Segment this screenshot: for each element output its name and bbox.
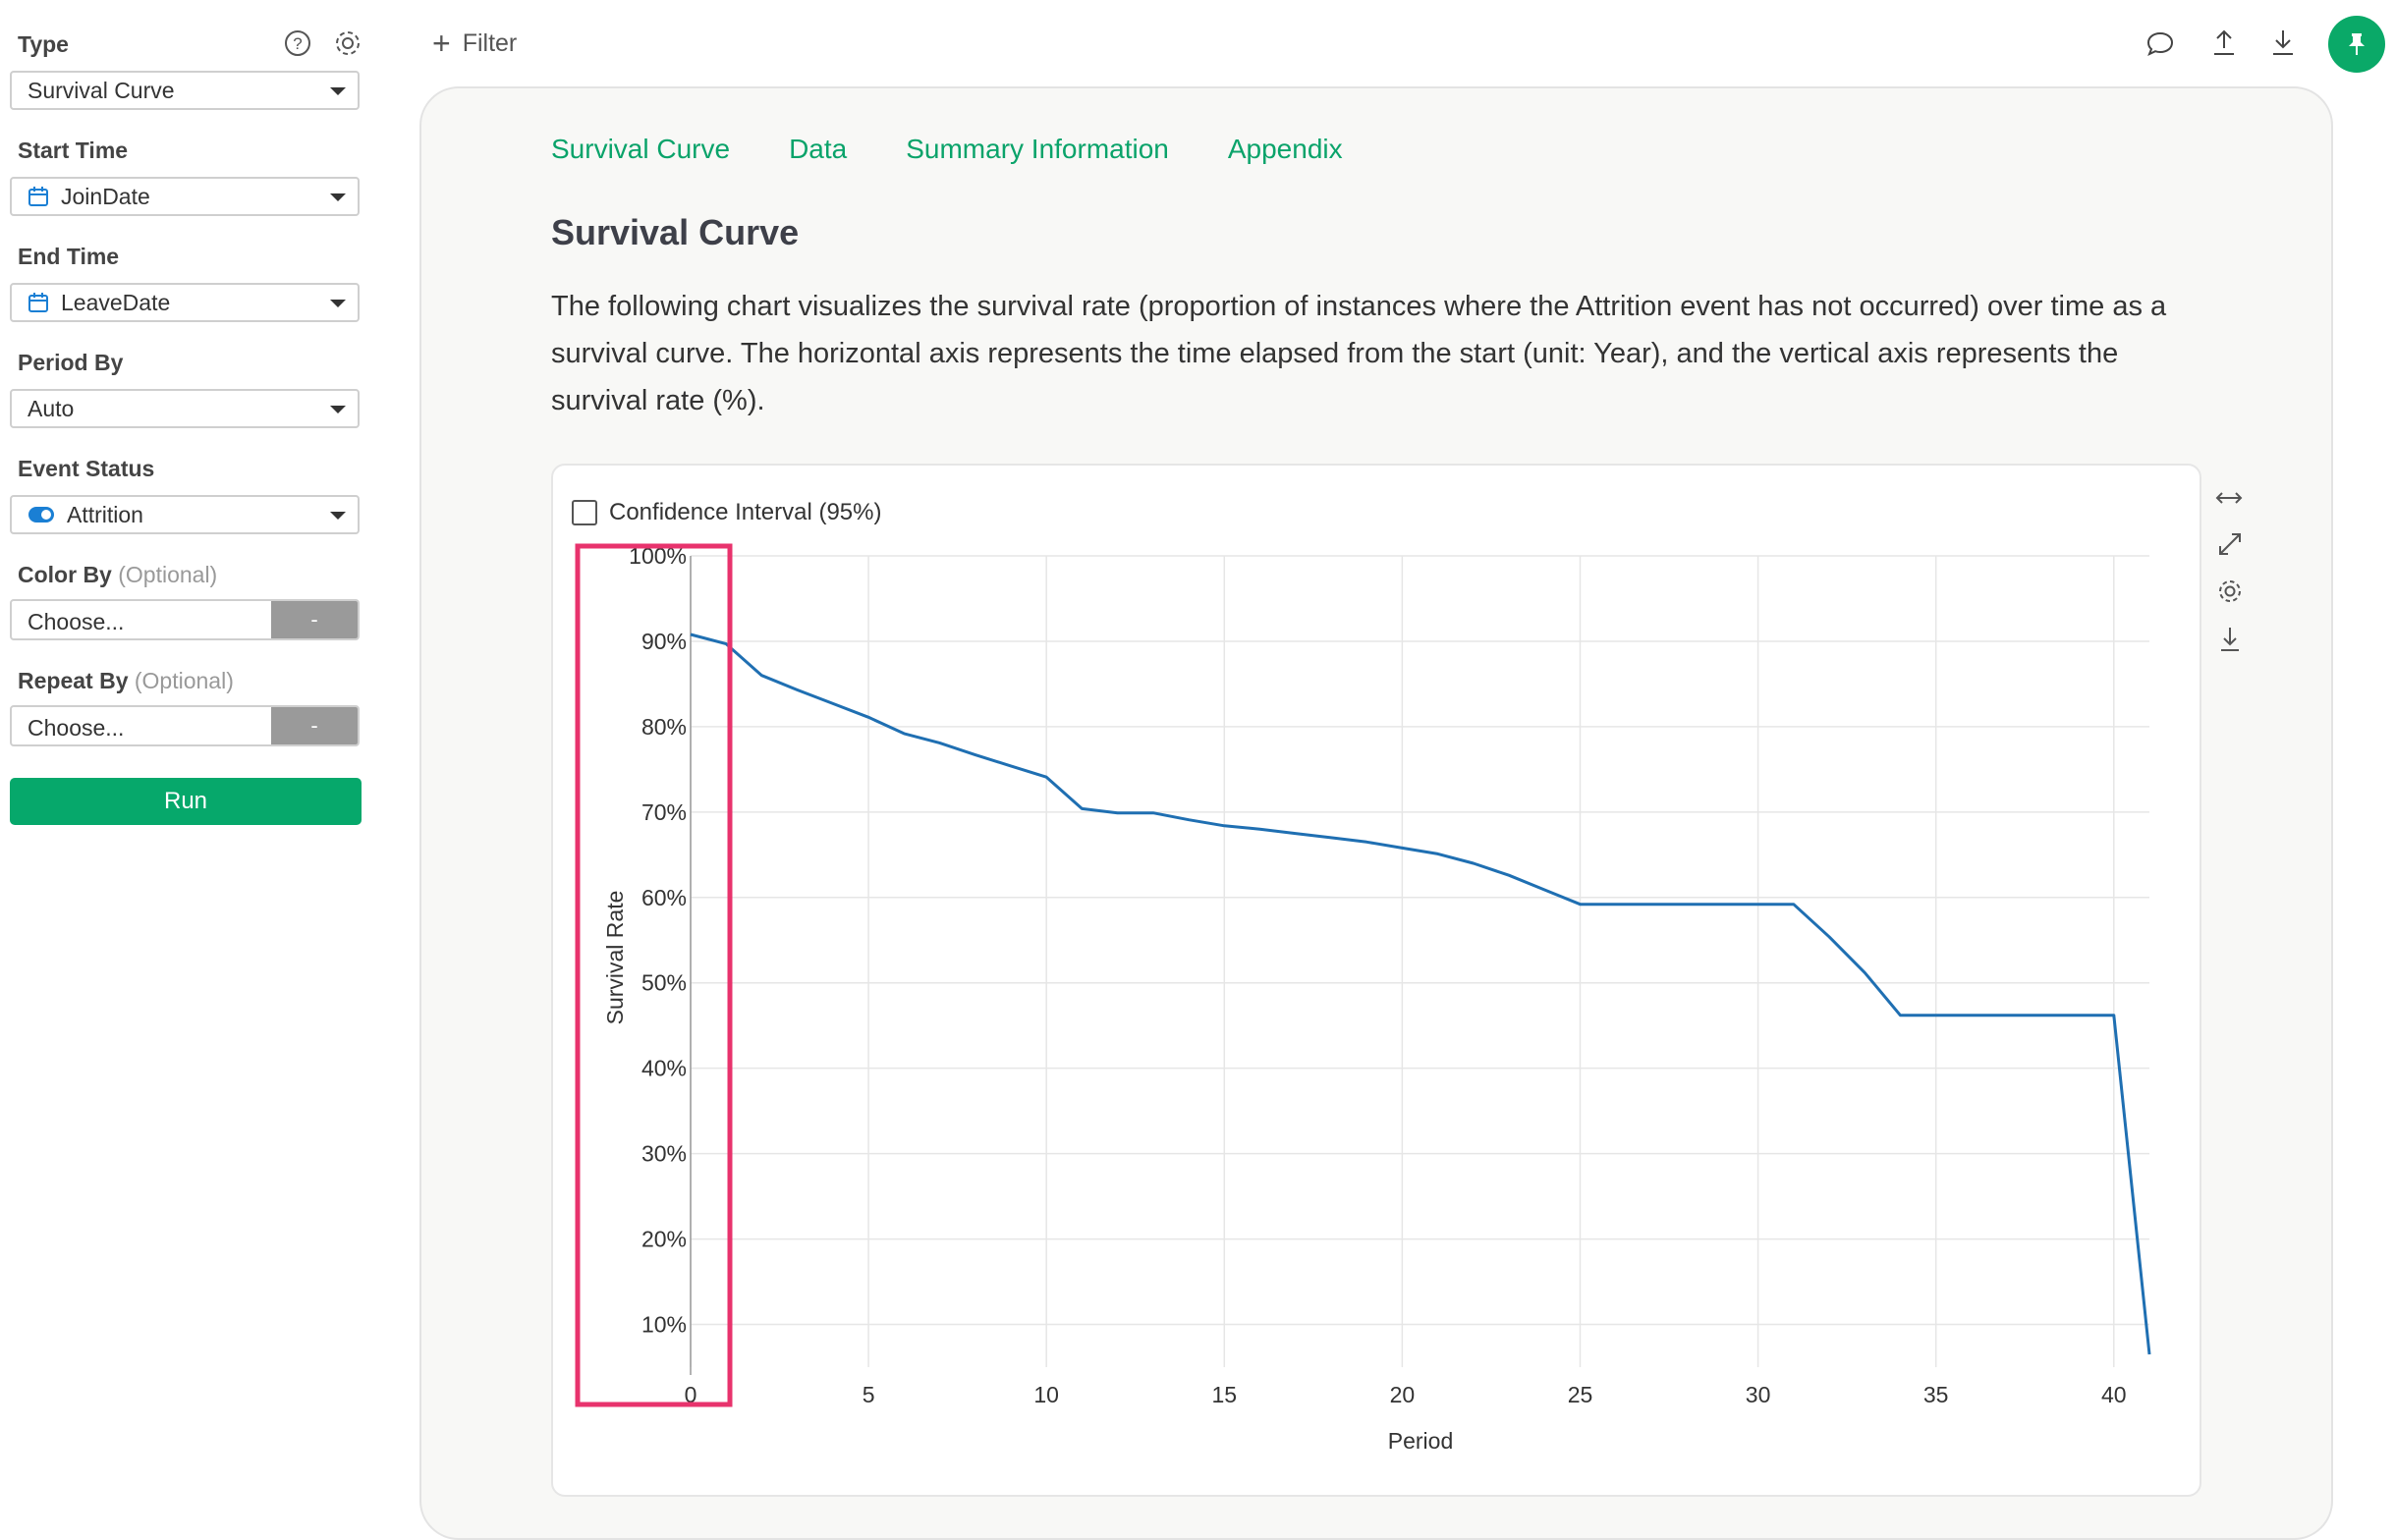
grid-lines [690,555,2149,1367]
end-time-label: End Time [18,244,120,269]
report-tabs: Survival Curve Data Summary Information … [551,134,1343,165]
tab-data[interactable]: Data [789,134,848,164]
download-icon[interactable] [2269,28,2297,57]
x-tick-label: 25 [1568,1382,1593,1407]
repeat-by-value: Choose... [28,715,125,741]
repeat-by-optional: (Optional) [134,668,234,693]
event-status-select[interactable]: Attrition [10,495,360,534]
type-label: Type [18,31,69,57]
repeat-by-label: Repeat By (Optional) [18,668,234,694]
y-axis-label: Survival Rate [602,891,628,1025]
chart-download-icon[interactable] [2216,625,2244,654]
x-tick-label: 35 [1923,1382,1949,1407]
confidence-interval-checkbox[interactable] [572,500,597,525]
highlight-box [575,543,733,1407]
repeat-by-label-text: Repeat By [18,668,129,693]
help-icon[interactable]: ? [283,28,312,58]
confidence-interval-toggle[interactable]: Confidence Interval (95%) [572,499,881,526]
start-time-select[interactable]: JoinDate [10,177,360,216]
survival-line [690,632,2151,1355]
period-by-label: Period By [18,350,124,375]
section-description: The following chart visualizes the survi… [551,291,2167,416]
y-tick-label: 10% [641,1312,687,1338]
confidence-interval-label: Confidence Interval (95%) [609,499,882,525]
end-time-value: LeaveDate [61,289,171,315]
plus-icon: + [432,26,451,61]
chart-settings-icon[interactable] [2216,578,2244,605]
y-tick-label: 50% [641,970,687,996]
filter-label: Filter [462,28,518,57]
x-axis-label: Period [1388,1428,1453,1454]
tick-labels: 10%20%30%40%50%60%70%80%90%100%0 5 10 15 20 2… [629,543,2126,1407]
y-tick-label: 80% [641,714,687,740]
settings-icon[interactable] [332,28,363,59]
period-by-select[interactable]: Auto [10,389,360,428]
fullscreen-icon[interactable] [2216,530,2244,558]
x-tick-label: 0 [685,1382,697,1407]
period-by-value: Auto [28,395,75,421]
color-by-optional: (Optional) [118,562,218,587]
tab-survival-curve[interactable]: Survival Curve [551,134,731,164]
x-tick-label: 10 [1033,1382,1059,1407]
run-button[interactable]: Run [10,778,362,825]
y-tick-label: 60% [641,885,687,910]
end-time-select[interactable]: LeaveDate [10,283,360,322]
type-select[interactable]: Survival Curve [10,71,360,110]
color-by-select[interactable]: Choose... - [10,599,360,640]
chevron-down-icon [330,87,346,95]
repeat-by-clear-button[interactable]: - [271,707,358,744]
color-by-clear-button[interactable]: - [271,601,358,638]
calendar-icon [28,293,48,312]
section-title: Survival Curve [551,212,800,252]
pin-icon [2349,33,2365,55]
chevron-down-icon [330,300,346,307]
chevron-down-icon [330,512,346,520]
y-tick-label: 90% [641,629,687,654]
toggle-icon [28,507,54,522]
sidebar: Type ? Survival Curve Start Time JoinDat… [0,0,375,1524]
y-tick-label: 30% [641,1141,687,1167]
x-tick-label: 40 [2101,1382,2127,1407]
start-time-value: JoinDate [61,183,150,209]
expand-width-icon[interactable] [2214,485,2244,511]
pin-button[interactable] [2328,16,2385,73]
x-tick-label: 15 [1211,1382,1237,1407]
tab-appendix[interactable]: Appendix [1227,134,1343,164]
x-tick-label: 30 [1746,1382,1771,1407]
x-tick-label: 5 [863,1382,875,1407]
y-tick-label: 20% [641,1227,687,1252]
event-status-label: Event Status [18,456,155,481]
type-select-value: Survival Curve [28,77,175,103]
tab-summary-information[interactable]: Summary Information [906,134,1169,164]
chevron-down-icon [330,193,346,201]
chevron-down-icon [330,406,346,413]
color-by-value: Choose... [28,609,125,634]
repeat-by-select[interactable]: Choose... - [10,705,360,746]
filter-button[interactable]: + Filter [432,28,517,59]
x-tick-label: 20 [1390,1382,1416,1407]
y-tick-label: 40% [641,1056,687,1081]
event-status-value: Attrition [67,501,143,527]
calendar-icon [28,187,48,206]
start-time-label: Start Time [18,138,129,163]
series-lines [690,632,2151,1355]
y-tick-label: 70% [641,799,687,825]
svg-text:?: ? [293,34,302,53]
comment-icon[interactable] [2145,29,2175,59]
color-by-label-text: Color By [18,562,112,587]
color-by-label: Color By (Optional) [18,562,217,588]
upload-icon[interactable] [2210,28,2238,57]
